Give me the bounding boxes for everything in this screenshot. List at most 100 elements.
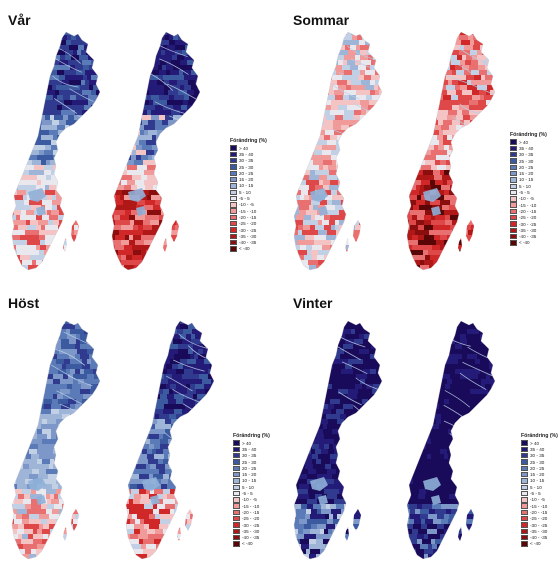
catchment-cell bbox=[305, 80, 312, 86]
catchment-cell bbox=[88, 519, 96, 525]
catchment-cell bbox=[72, 170, 80, 176]
catchment-cell bbox=[76, 95, 81, 101]
catchment-cell bbox=[42, 439, 53, 445]
river-line bbox=[331, 84, 360, 100]
catchment-cell bbox=[380, 75, 382, 81]
catchment-cell bbox=[149, 90, 158, 96]
catchment-cell bbox=[170, 160, 178, 166]
catchment-cell bbox=[294, 135, 296, 141]
catchment-cell bbox=[141, 394, 152, 400]
catchment-cell bbox=[458, 95, 463, 101]
catchment-cell bbox=[89, 419, 99, 425]
catchment-cell bbox=[338, 245, 343, 251]
catchment-cell bbox=[101, 115, 109, 120]
catchment-cell bbox=[101, 474, 109, 479]
catchment-cell bbox=[112, 165, 113, 171]
catchment-cell bbox=[94, 509, 100, 515]
catchment-cell bbox=[481, 75, 486, 81]
catchment-cell bbox=[144, 205, 154, 211]
catchment-cell bbox=[299, 329, 304, 335]
catchment-cell bbox=[387, 434, 392, 439]
catchment-cell bbox=[126, 339, 130, 345]
catchment-cell bbox=[96, 559, 105, 564]
catchment-cell bbox=[452, 195, 463, 201]
catchment-cell bbox=[330, 50, 341, 56]
catchment-cell bbox=[151, 235, 157, 241]
catchment-cell bbox=[161, 344, 169, 350]
catchment-cell bbox=[202, 524, 211, 530]
catchment-cell bbox=[80, 120, 85, 126]
catchment-cell bbox=[334, 255, 345, 261]
catchment-cell bbox=[104, 519, 112, 524]
catchment-cell bbox=[217, 499, 225, 504]
catchment-cell bbox=[299, 180, 307, 186]
catchment-cell bbox=[126, 32, 136, 36]
catchment-cell bbox=[112, 115, 119, 121]
catchment-cell bbox=[146, 544, 157, 550]
catchment-cell bbox=[407, 140, 414, 146]
catchment-cell bbox=[294, 32, 299, 36]
catchment-cell bbox=[52, 250, 62, 256]
catchment-cell bbox=[148, 120, 156, 126]
catchment-cell bbox=[381, 265, 382, 270]
catchment-cell bbox=[71, 35, 77, 41]
catchment-cell bbox=[294, 90, 301, 96]
catchment-cell bbox=[377, 439, 382, 445]
catchment-cell bbox=[407, 175, 409, 181]
catchment-cell bbox=[186, 130, 194, 136]
catchment-cell bbox=[61, 140, 70, 146]
catchment-cell bbox=[369, 235, 378, 241]
catchment-cell bbox=[294, 85, 300, 91]
catchment-cell bbox=[335, 95, 344, 101]
catchment-cell bbox=[25, 339, 35, 345]
catchment-cell bbox=[182, 434, 191, 440]
catchment-cell bbox=[89, 145, 97, 151]
catchment-cell bbox=[339, 429, 349, 435]
catchment-cell bbox=[62, 529, 69, 535]
catchment-cell bbox=[89, 130, 94, 136]
catchment-cell bbox=[153, 180, 161, 186]
catchment-cell bbox=[159, 524, 169, 530]
catchment-cell bbox=[294, 180, 296, 186]
catchment-cell bbox=[80, 270, 87, 275]
catchment-cell bbox=[361, 105, 369, 111]
catchment-cell bbox=[464, 190, 469, 196]
catchment-cell bbox=[202, 30, 211, 35]
catchment-cell bbox=[478, 100, 487, 106]
catchment-cell bbox=[78, 529, 83, 535]
catchment-cell bbox=[40, 245, 47, 251]
catchment-cell bbox=[12, 215, 17, 221]
catchment-cell bbox=[12, 384, 17, 390]
catchment-cell bbox=[145, 200, 156, 206]
catchment-cell bbox=[57, 205, 63, 211]
catchment-cell bbox=[334, 344, 344, 350]
catchment-cell bbox=[363, 120, 369, 126]
catchment-cell bbox=[432, 245, 441, 251]
catchment-cell bbox=[102, 434, 107, 439]
catchment-cell bbox=[95, 544, 100, 550]
catchment-cell bbox=[50, 100, 56, 106]
catchment-cell bbox=[480, 95, 485, 101]
catchment-cell bbox=[149, 514, 156, 520]
catchment-cell bbox=[323, 70, 331, 76]
catchment-cell bbox=[219, 519, 224, 524]
catchment-cell bbox=[160, 255, 168, 261]
catchment-cell bbox=[153, 559, 163, 564]
catchment-cell bbox=[387, 439, 394, 444]
catchment-cell bbox=[70, 95, 77, 101]
catchment-cell bbox=[357, 424, 366, 430]
lake-shape bbox=[128, 188, 146, 202]
catchment-cell bbox=[133, 200, 138, 206]
catchment-cell bbox=[407, 185, 409, 191]
catchment-cell bbox=[309, 344, 319, 350]
catchment-cell bbox=[457, 110, 463, 116]
catchment-cell bbox=[294, 255, 295, 261]
legend-label: -20 - -15 bbox=[239, 214, 257, 220]
catchment-cell bbox=[311, 215, 316, 221]
catchment-cell bbox=[375, 90, 380, 96]
river-line bbox=[153, 155, 178, 172]
catchment-cell bbox=[145, 354, 155, 360]
lake-shape bbox=[423, 188, 441, 202]
legend-entry: -40 - -35 bbox=[230, 239, 294, 246]
catchment-cell bbox=[12, 444, 16, 450]
